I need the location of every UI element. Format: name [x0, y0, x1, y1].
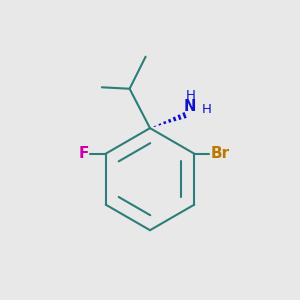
Text: Br: Br [210, 146, 230, 161]
Text: F: F [78, 146, 88, 161]
Text: N: N [183, 99, 196, 114]
Text: H: H [186, 89, 196, 102]
Text: H: H [202, 103, 212, 116]
